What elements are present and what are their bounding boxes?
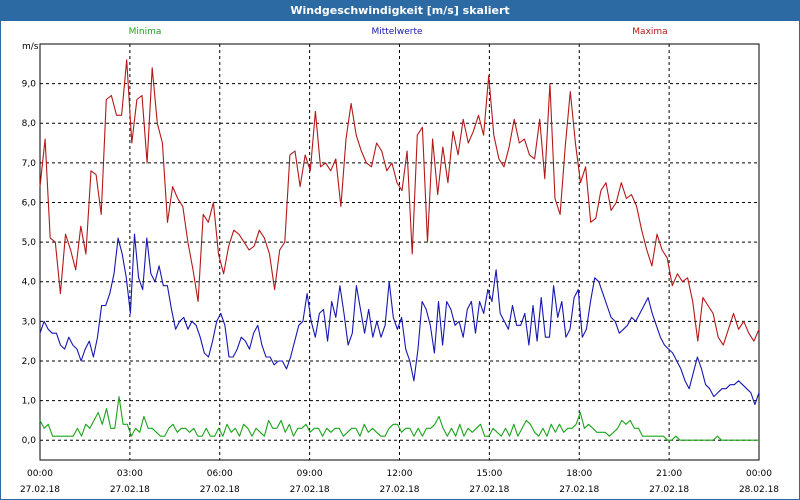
y-tick-label: 3,0 — [22, 317, 37, 327]
y-tick-label: 1,0 — [22, 397, 37, 407]
y-tick-label: 7,0 — [22, 159, 37, 169]
x-tick-time: 18:00 — [566, 469, 592, 479]
x-tick-date: 27.02.18 — [559, 485, 599, 495]
series-line-minima — [39, 396, 759, 441]
y-tick-label: 9,0 — [22, 80, 37, 90]
legend-mittelwerte: Mittelwerte — [371, 27, 422, 37]
x-tick-time: 03:00 — [117, 469, 143, 479]
x-tick-date: 28.02.18 — [739, 485, 779, 495]
x-tick-date: 27.02.18 — [649, 485, 689, 495]
x-tick-date: 27.02.18 — [20, 485, 60, 495]
y-tick-label: 8,0 — [22, 119, 37, 129]
x-tick-time: 06:00 — [207, 469, 233, 479]
x-tick-time: 09:00 — [297, 469, 323, 479]
y-tick-label: 5,0 — [22, 238, 37, 248]
y-axis-ticks: 0,0 1,0 2,0 3,0 4,0 5,0 6,0 7,0 8,0 9,0 — [22, 80, 37, 447]
x-tick-date: 27.02.18 — [200, 485, 240, 495]
window-title: Windgeschwindigkeit [m/s] skaliert — [1, 1, 799, 21]
y-tick-label: 6,0 — [22, 198, 37, 208]
x-tick-time: 12:00 — [387, 469, 413, 479]
x-tick-date: 27.02.18 — [290, 485, 330, 495]
y-tick-label: 2,0 — [22, 357, 37, 367]
series-line-mittelwerte — [39, 233, 760, 406]
x-tick-time: 15:00 — [476, 469, 502, 479]
legend-minima: Minima — [129, 27, 162, 37]
y-tick-label: 0,0 — [22, 436, 37, 446]
x-tick-time: 00:00 — [746, 469, 772, 479]
x-tick-time: 00:00 — [27, 469, 53, 479]
y-tick-label: 4,0 — [22, 278, 37, 288]
series-line-maxima — [39, 59, 760, 346]
legend-maxima: Maxima — [632, 27, 667, 37]
x-tick-date: 27.02.18 — [110, 485, 150, 495]
x-tick-date: 27.02.18 — [469, 485, 509, 495]
series-lines — [39, 59, 760, 441]
x-axis-ticks: 00:00 27.02.18 03:00 27.02.18 06:00 27.02.18 0… — [20, 469, 779, 495]
y-axis-unit: m/s — [22, 42, 39, 52]
x-tick-time: 21:00 — [656, 469, 682, 479]
x-tick-date: 27.02.18 — [379, 485, 419, 495]
